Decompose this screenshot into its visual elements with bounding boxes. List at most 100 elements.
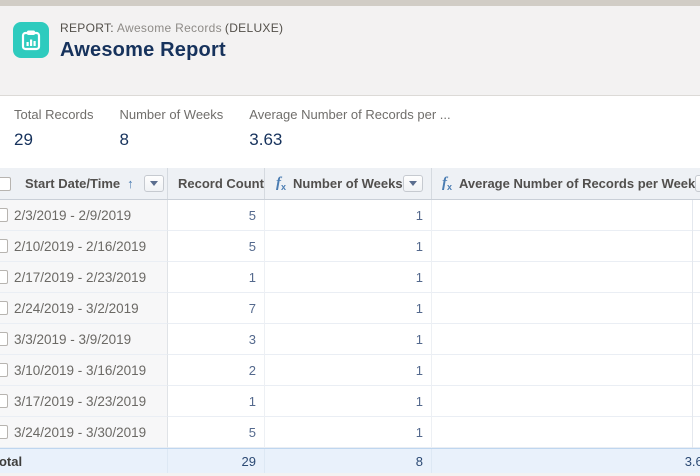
row-checkbox[interactable] [0,239,8,253]
number-of-weeks-cell: 1 [265,355,432,386]
sort-ascending-icon: ↑ [127,176,134,191]
column-header-number-of-weeks[interactable]: fx Number of Weeks [265,168,432,199]
date-range-cell: 3/3/2019 - 3/9/2019 [0,324,168,355]
date-range-cell: 2/3/2019 - 2/9/2019 [0,200,168,231]
metric-number-of-weeks: Number of Weeks 8 [119,107,223,150]
average-cell [432,386,700,417]
date-range-cell: 2/17/2019 - 2/23/2019 [0,262,168,293]
table-row: 2/10/2019 - 2/16/2019 5 1 [0,231,700,262]
row-checkbox[interactable] [0,394,8,408]
chevron-down-icon [409,181,417,186]
number-of-weeks-cell: 1 [265,231,432,262]
report-page: REPORT:Awesome Records(DELUXE) Awesome R… [0,0,700,476]
record-count-cell: 1 [168,386,265,417]
date-range-value: 2/10/2019 - 2/16/2019 [14,239,146,254]
table-row: 2/3/2019 - 2/9/2019 5 1 [0,200,700,231]
metric-average-records-per-week: Average Number of Records per ... 3.63 [249,107,450,150]
report-name-link[interactable]: Awesome Records [117,21,222,35]
record-count-cell: 2 [168,355,265,386]
date-range-cell: 3/10/2019 - 3/16/2019 [0,355,168,386]
number-of-weeks-cell: 1 [265,386,432,417]
average-cell [432,200,700,231]
average-cell [432,231,700,262]
row-checkbox[interactable] [0,363,8,377]
table-row: 2/24/2019 - 3/2/2019 7 1 [0,293,700,324]
table-row: 2/17/2019 - 2/23/2019 1 1 [0,262,700,293]
metric-label: Number of Weeks [119,107,223,122]
column-label: Average Number of Records per Week [459,176,695,191]
select-all-checkbox[interactable] [0,177,11,191]
number-of-weeks-cell: 1 [265,262,432,293]
metric-label: Average Number of Records per ... [249,107,450,122]
column-header-record-count[interactable]: Record Count [168,168,265,199]
report-eyebrow-prefix: REPORT: [60,21,114,35]
table-row: 3/24/2019 - 3/30/2019 5 1 [0,417,700,448]
date-range-value: 3/10/2019 - 3/16/2019 [14,363,146,378]
report-icon [13,22,49,58]
record-count-cell: 7 [168,293,265,324]
metric-total-records: Total Records 29 [14,107,93,150]
table-row: 3/10/2019 - 3/16/2019 2 1 [0,355,700,386]
metric-value: 8 [119,130,223,150]
summary-metrics: Total Records 29 Number of Weeks 8 Avera… [14,97,451,150]
average-cell [432,262,700,293]
column-label: Number of Weeks [293,176,403,191]
table-row: 3/3/2019 - 3/9/2019 3 1 [0,324,700,355]
table-total-row: Total 29 8 3.63 [0,448,700,473]
row-checkbox[interactable] [0,425,8,439]
record-count-cell: 3 [168,324,265,355]
vertical-scrollbar-edge [692,200,693,448]
chevron-down-icon [150,181,158,186]
average-cell [432,293,700,324]
column-menu-button[interactable] [695,175,700,192]
table-header-row: Start Date/Time ↑ Record Count fx Number… [0,168,700,200]
date-range-cell: 3/24/2019 - 3/30/2019 [0,417,168,448]
column-label: Record Count [178,176,264,191]
date-range-value: 2/24/2019 - 3/2/2019 [14,301,139,316]
column-menu-button[interactable] [144,175,164,192]
formula-icon: fx [276,175,286,192]
date-range-cell: 2/10/2019 - 2/16/2019 [0,231,168,262]
date-range-value: 2/3/2019 - 2/9/2019 [14,208,131,223]
record-count-cell: 5 [168,231,265,262]
metric-label: Total Records [14,107,93,122]
date-range-value: 3/24/2019 - 3/30/2019 [14,425,146,440]
row-checkbox[interactable] [0,208,8,222]
record-count-cell: 5 [168,200,265,231]
row-checkbox[interactable] [0,270,8,284]
average-cell [432,355,700,386]
metric-value: 29 [14,130,93,150]
formula-icon: fx [442,175,452,192]
number-of-weeks-cell: 1 [265,200,432,231]
column-label: Start Date/Time [25,176,120,191]
date-range-value: 3/3/2019 - 3/9/2019 [14,332,131,347]
average-cell [432,324,700,355]
report-header: REPORT:Awesome Records(DELUXE) Awesome R… [0,6,700,96]
average-cell [432,417,700,448]
page-title: Awesome Report [60,39,283,62]
record-count-cell: 5 [168,417,265,448]
date-range-value: 3/17/2019 - 3/23/2019 [14,394,146,409]
row-checkbox[interactable] [0,332,8,346]
date-range-cell: 2/24/2019 - 3/2/2019 [0,293,168,324]
total-average-records-per-week: 3.63 [432,449,700,473]
record-count-cell: 1 [168,262,265,293]
date-range-value: 2/17/2019 - 2/23/2019 [14,270,146,285]
report-eyebrow-suffix: (DELUXE) [225,21,283,35]
row-checkbox[interactable] [0,301,8,315]
report-table: Start Date/Time ↑ Record Count fx Number… [0,168,700,473]
clipboard-chart-glyph [20,29,42,51]
metric-value: 3.63 [249,130,450,150]
column-header-start-date-time[interactable]: Start Date/Time ↑ [0,168,168,199]
number-of-weeks-cell: 1 [265,417,432,448]
number-of-weeks-cell: 1 [265,324,432,355]
date-range-cell: 3/17/2019 - 3/23/2019 [0,386,168,417]
number-of-weeks-cell: 1 [265,293,432,324]
column-menu-button[interactable] [403,175,423,192]
table-row: 3/17/2019 - 3/23/2019 1 1 [0,386,700,417]
report-breadcrumb: REPORT:Awesome Records(DELUXE) [60,21,283,35]
total-label: Total [0,449,168,473]
total-number-of-weeks: 8 [265,449,432,473]
total-record-count: 29 [168,449,265,473]
column-header-average-records-per-week[interactable]: fx Average Number of Records per Week [432,168,700,199]
